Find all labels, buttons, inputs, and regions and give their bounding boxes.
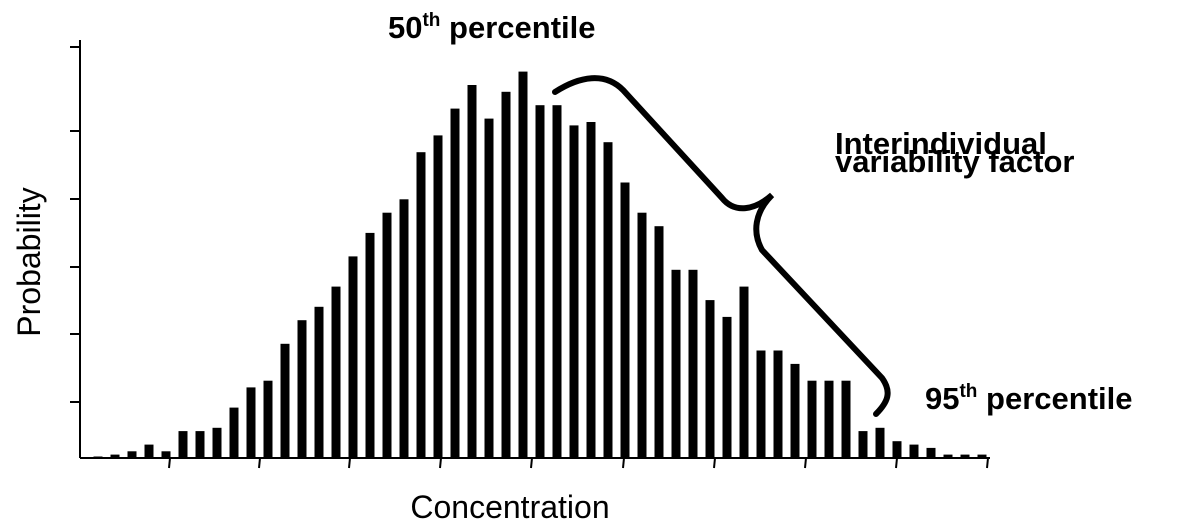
bar bbox=[382, 212, 392, 458]
bar bbox=[926, 447, 936, 458]
x-axis-label: Concentration bbox=[410, 489, 609, 525]
bar bbox=[348, 256, 358, 458]
bar-series bbox=[93, 71, 987, 459]
bar bbox=[586, 122, 596, 458]
x-tick bbox=[168, 457, 171, 469]
bar bbox=[569, 125, 579, 459]
curly-brace bbox=[552, 75, 891, 417]
bar bbox=[535, 105, 545, 458]
bar bbox=[280, 343, 290, 458]
bar bbox=[688, 269, 698, 458]
bar bbox=[110, 454, 120, 458]
x-tick bbox=[986, 457, 989, 469]
bar bbox=[467, 85, 477, 458]
bar bbox=[977, 454, 987, 458]
x-tick bbox=[439, 457, 442, 469]
bar bbox=[399, 199, 409, 459]
bar bbox=[756, 350, 766, 458]
bar bbox=[943, 454, 953, 458]
x-tick bbox=[713, 457, 716, 469]
bar bbox=[909, 444, 919, 458]
x-tick bbox=[530, 457, 533, 469]
bar bbox=[484, 118, 494, 458]
bar bbox=[297, 320, 307, 458]
bar bbox=[960, 454, 970, 458]
bar bbox=[705, 300, 715, 458]
bar bbox=[178, 431, 188, 458]
bar bbox=[739, 286, 749, 458]
bar bbox=[875, 427, 885, 458]
bar bbox=[195, 431, 205, 458]
x-tick bbox=[804, 457, 807, 469]
axes bbox=[70, 40, 990, 469]
bar bbox=[790, 363, 800, 458]
x-tick bbox=[895, 457, 898, 469]
bar bbox=[637, 212, 647, 458]
bar bbox=[263, 380, 273, 458]
bar bbox=[722, 316, 732, 458]
bar bbox=[671, 269, 681, 458]
bar bbox=[144, 444, 154, 458]
bar bbox=[807, 380, 817, 458]
variability-factor-line1: Interindividual bbox=[835, 126, 1047, 161]
bar bbox=[229, 407, 239, 458]
bar bbox=[620, 182, 630, 458]
y-ticks bbox=[70, 46, 80, 403]
x-tick bbox=[348, 457, 351, 469]
bar bbox=[331, 286, 341, 458]
x-tick bbox=[622, 457, 625, 469]
bar bbox=[501, 91, 511, 459]
x-ticks bbox=[168, 457, 989, 469]
bar bbox=[603, 142, 613, 458]
bar bbox=[892, 441, 902, 458]
bar bbox=[314, 306, 324, 458]
bar bbox=[552, 105, 562, 458]
bar bbox=[365, 232, 375, 458]
bar bbox=[212, 427, 222, 458]
bar bbox=[246, 387, 256, 458]
bar bbox=[824, 380, 834, 458]
bar bbox=[450, 108, 460, 458]
bar bbox=[416, 152, 426, 458]
bar bbox=[773, 350, 783, 458]
bar bbox=[433, 135, 443, 458]
bar bbox=[161, 451, 171, 458]
bar bbox=[127, 451, 137, 458]
variability-factor-line2: variability factor bbox=[835, 144, 1074, 179]
bar bbox=[518, 71, 528, 458]
bar bbox=[841, 380, 851, 458]
x-tick bbox=[258, 457, 261, 469]
bar bbox=[654, 226, 664, 458]
p95-label: 95th percentile bbox=[925, 381, 1132, 416]
p50-label: 50th percentile bbox=[388, 10, 595, 45]
bar bbox=[858, 431, 868, 458]
y-axis-label: Probability bbox=[11, 187, 47, 336]
